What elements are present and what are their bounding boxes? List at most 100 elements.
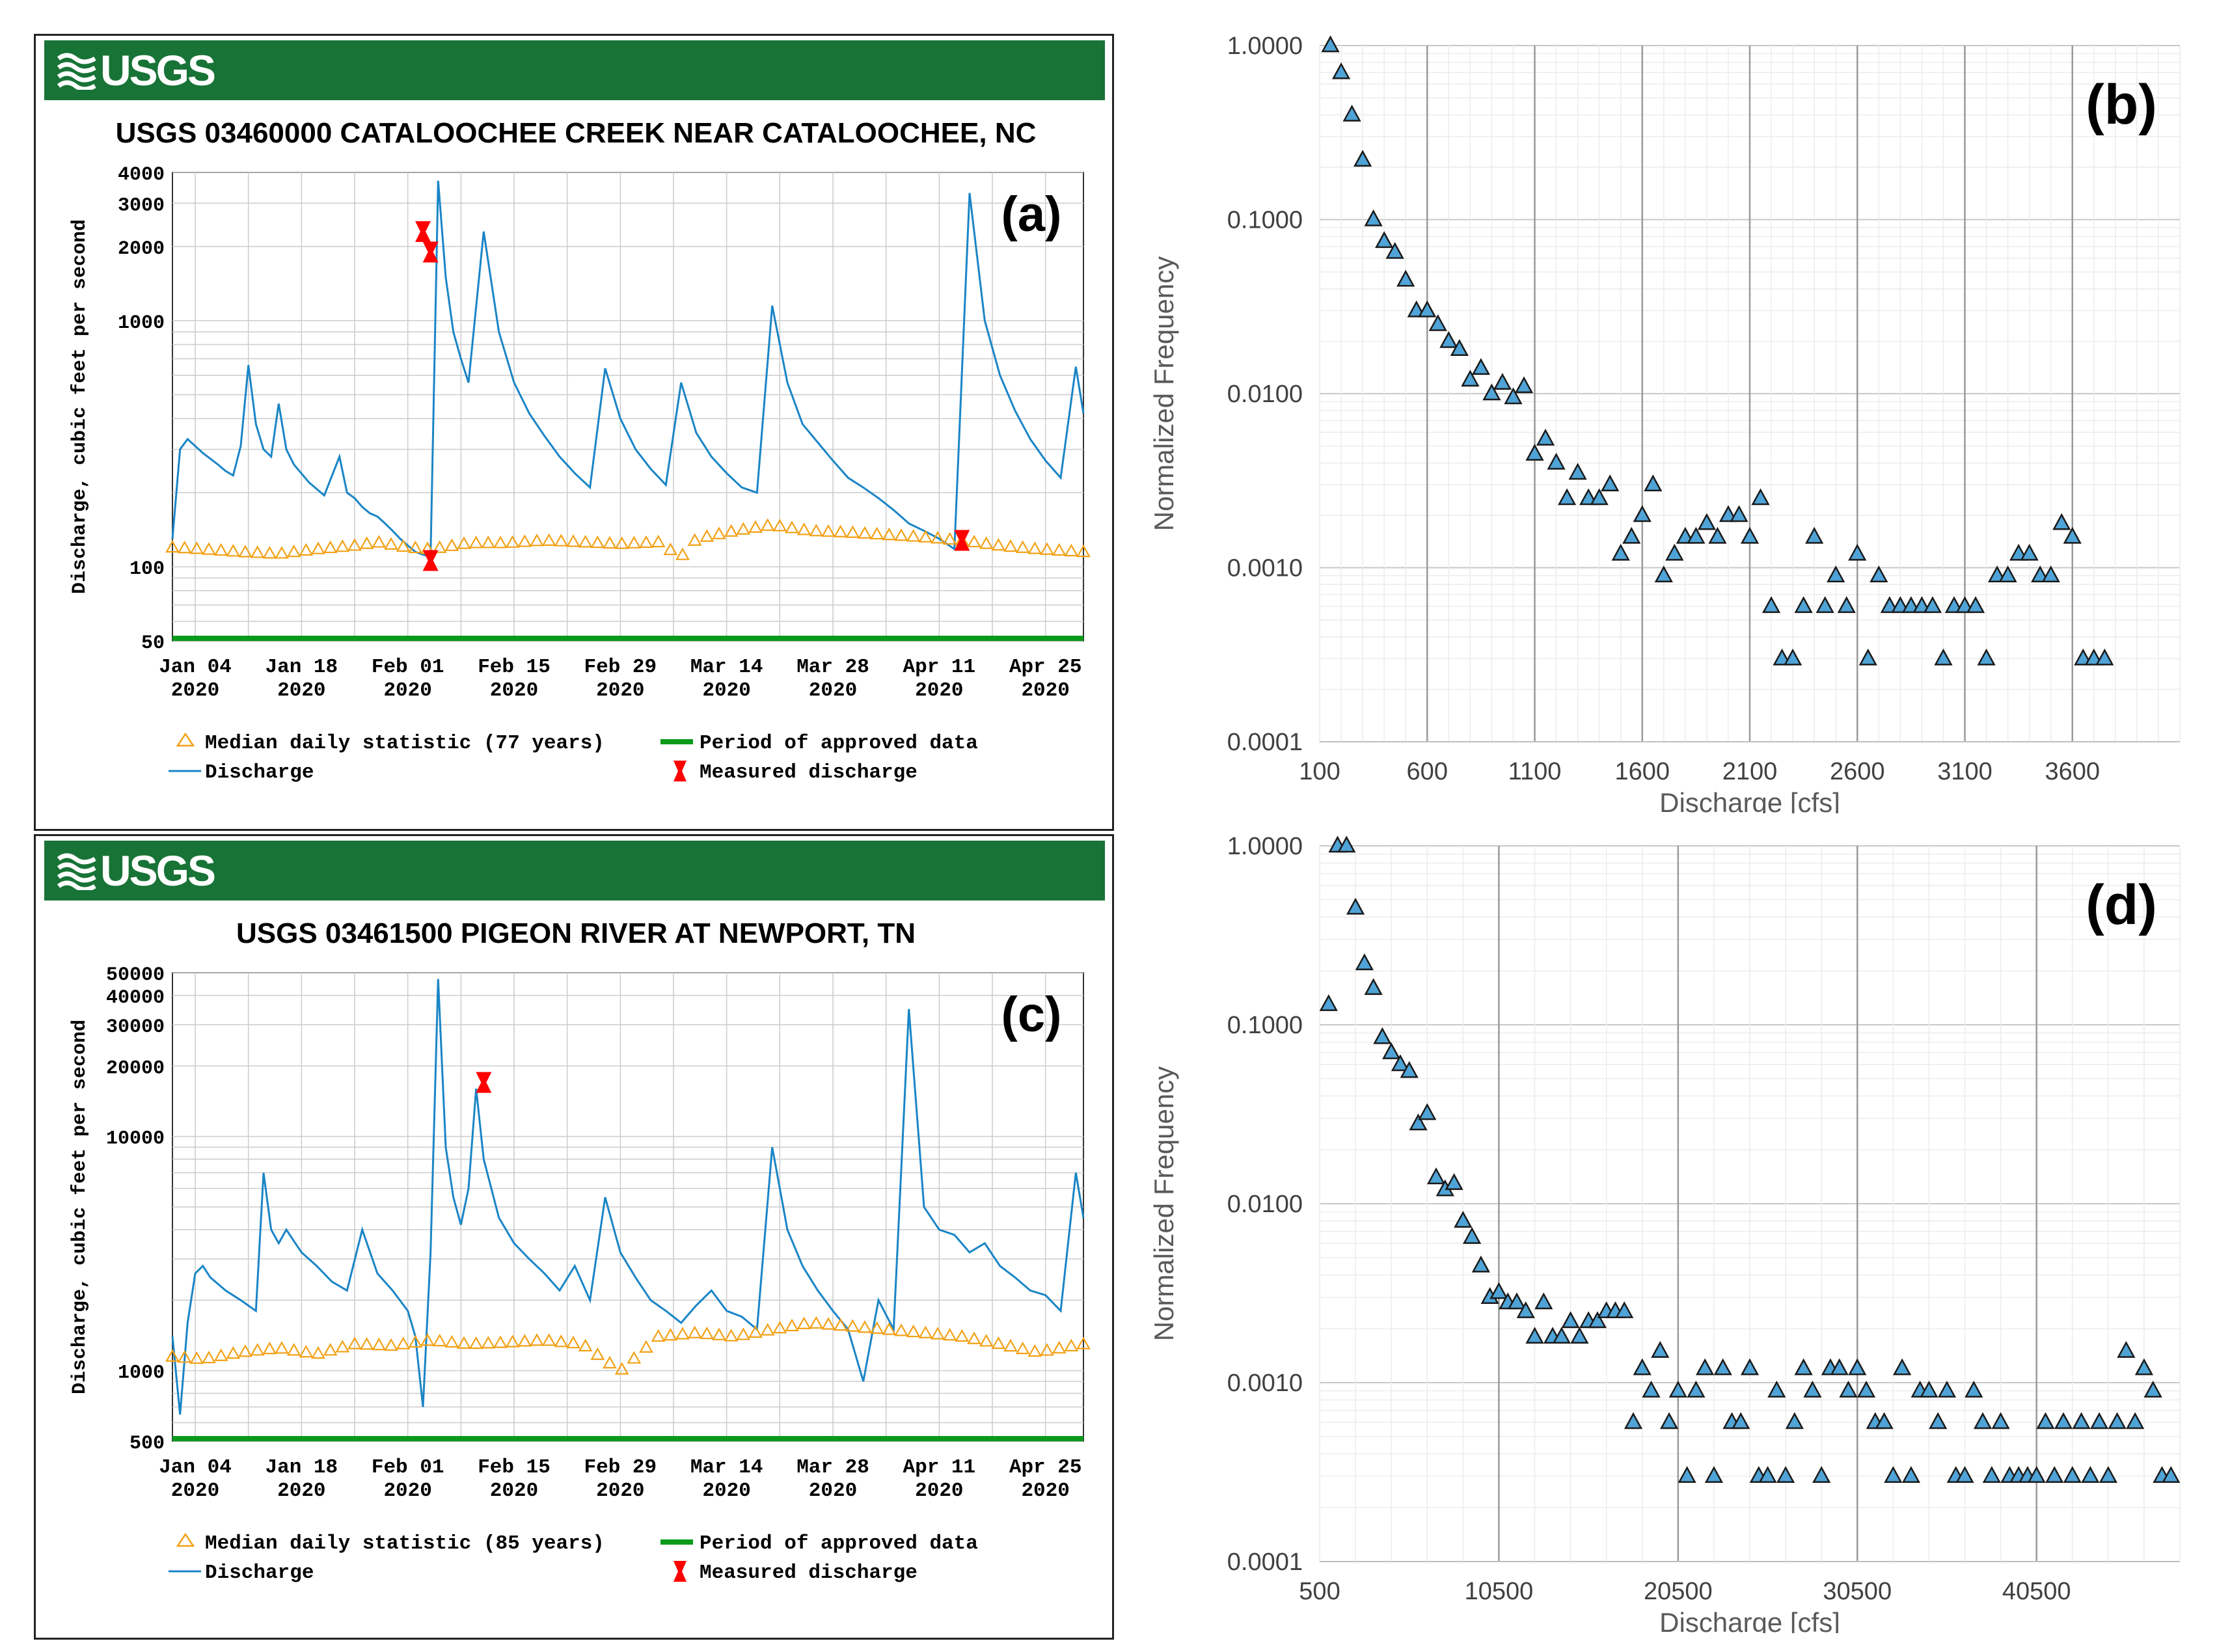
median-marker bbox=[833, 1318, 848, 1331]
data-point bbox=[1901, 1466, 1920, 1483]
median-marker bbox=[530, 1333, 544, 1346]
data-point bbox=[1955, 596, 1974, 614]
median-marker bbox=[1064, 1338, 1079, 1351]
median-marker bbox=[942, 1328, 957, 1341]
x-tick-label: 500 bbox=[1299, 1578, 1340, 1605]
data-point bbox=[1944, 596, 1964, 614]
median-marker bbox=[165, 539, 180, 553]
data-point bbox=[1687, 1380, 1706, 1398]
median-marker bbox=[262, 1342, 277, 1355]
data-point bbox=[2162, 1466, 2181, 1483]
legend-discharge-label: Discharge bbox=[205, 761, 314, 784]
data-point bbox=[1934, 648, 1953, 666]
median-marker bbox=[858, 526, 872, 539]
median-marker bbox=[967, 1331, 981, 1344]
median-marker bbox=[651, 534, 666, 548]
median-marker bbox=[1076, 1336, 1091, 1349]
legend-measured-label: Measured discharge bbox=[700, 1562, 918, 1584]
median-marker bbox=[796, 522, 811, 535]
median-marker bbox=[530, 534, 544, 547]
y-tick-label: 50 bbox=[141, 632, 165, 655]
median-marker bbox=[505, 1334, 520, 1347]
median-marker bbox=[311, 1346, 325, 1359]
data-point bbox=[1579, 488, 1598, 506]
median-marker bbox=[772, 519, 787, 532]
y-axis-label: Normalized Frequency bbox=[1149, 1066, 1179, 1342]
median-marker bbox=[1052, 1340, 1067, 1354]
median-marker bbox=[481, 1336, 496, 1349]
median-marker bbox=[408, 540, 423, 554]
data-point bbox=[1321, 35, 1340, 53]
median-marker bbox=[858, 1320, 872, 1333]
y-axis-label: Normalized Frequency bbox=[1149, 256, 1179, 532]
median-marker bbox=[493, 535, 508, 548]
data-point bbox=[1331, 62, 1351, 79]
data-point bbox=[1848, 1358, 1867, 1375]
y-tick-label: 1000 bbox=[118, 1362, 165, 1385]
y-axis-label: Discharge, cubic feet per second bbox=[69, 219, 91, 594]
median-marker bbox=[724, 524, 739, 537]
data-point bbox=[1561, 1311, 1580, 1329]
x-tick-label: 30500 bbox=[1823, 1578, 1892, 1605]
data-point bbox=[1805, 526, 1824, 544]
y-tick-label: 0.1000 bbox=[1227, 1012, 1303, 1039]
data-point bbox=[1355, 953, 1374, 971]
median-marker bbox=[311, 541, 325, 554]
data-point bbox=[1794, 596, 1813, 614]
median-marker bbox=[833, 524, 848, 537]
x-tick-year: 2020 bbox=[1021, 1480, 1069, 1502]
x-tick-date: Apr 25 bbox=[1009, 1456, 1082, 1479]
data-point bbox=[1633, 505, 1652, 522]
median-marker bbox=[882, 1322, 897, 1335]
data-point bbox=[1504, 387, 1523, 405]
median-marker bbox=[845, 525, 860, 538]
x-tick-date: Feb 29 bbox=[584, 656, 657, 679]
data-point bbox=[1642, 1380, 1661, 1398]
y-tick-label: 4000 bbox=[118, 164, 165, 186]
median-marker bbox=[869, 1321, 884, 1334]
data-point bbox=[1955, 1466, 1974, 1483]
approved-data-bar bbox=[172, 636, 1083, 641]
y-tick-label: 0.0010 bbox=[1227, 555, 1303, 582]
discharge-line bbox=[171, 180, 1085, 558]
median-marker bbox=[505, 535, 520, 548]
median-marker bbox=[420, 1333, 435, 1346]
x-tick-year: 2020 bbox=[915, 679, 963, 702]
median-marker bbox=[675, 547, 690, 560]
median-marker bbox=[724, 1329, 739, 1342]
data-point bbox=[1676, 526, 1694, 544]
median-marker bbox=[627, 535, 642, 548]
median-marker bbox=[384, 1338, 398, 1351]
median-marker bbox=[712, 1327, 726, 1340]
data-point bbox=[1937, 1380, 1957, 1398]
data-point bbox=[2081, 1466, 2100, 1483]
data-point bbox=[1830, 1358, 1849, 1375]
median-marker bbox=[189, 541, 204, 554]
data-point bbox=[1373, 1027, 1392, 1044]
data-point bbox=[1409, 1113, 1428, 1131]
median-marker bbox=[821, 524, 836, 537]
panel-label: (a) bbox=[1001, 187, 1062, 242]
median-marker bbox=[493, 1335, 508, 1348]
data-point bbox=[2084, 648, 2103, 666]
data-point bbox=[1615, 1301, 1634, 1318]
median-marker bbox=[1027, 541, 1042, 554]
data-point bbox=[1611, 543, 1630, 561]
data-point bbox=[1776, 1466, 1795, 1483]
median-marker bbox=[796, 1316, 811, 1329]
data-point bbox=[1391, 1054, 1410, 1072]
median-marker bbox=[869, 526, 884, 540]
usgs-logo: USGS bbox=[57, 46, 216, 94]
data-point bbox=[2027, 1466, 2046, 1483]
x-tick-date: Mar 14 bbox=[690, 1456, 763, 1479]
y-tick-label: 3000 bbox=[118, 195, 165, 217]
x-tick-date: Feb 29 bbox=[584, 1456, 657, 1479]
data-point bbox=[1687, 526, 1706, 544]
data-point bbox=[1708, 526, 1727, 544]
x-tick-date: Feb 01 bbox=[372, 656, 444, 679]
x-tick-label: 100 bbox=[1299, 758, 1340, 785]
